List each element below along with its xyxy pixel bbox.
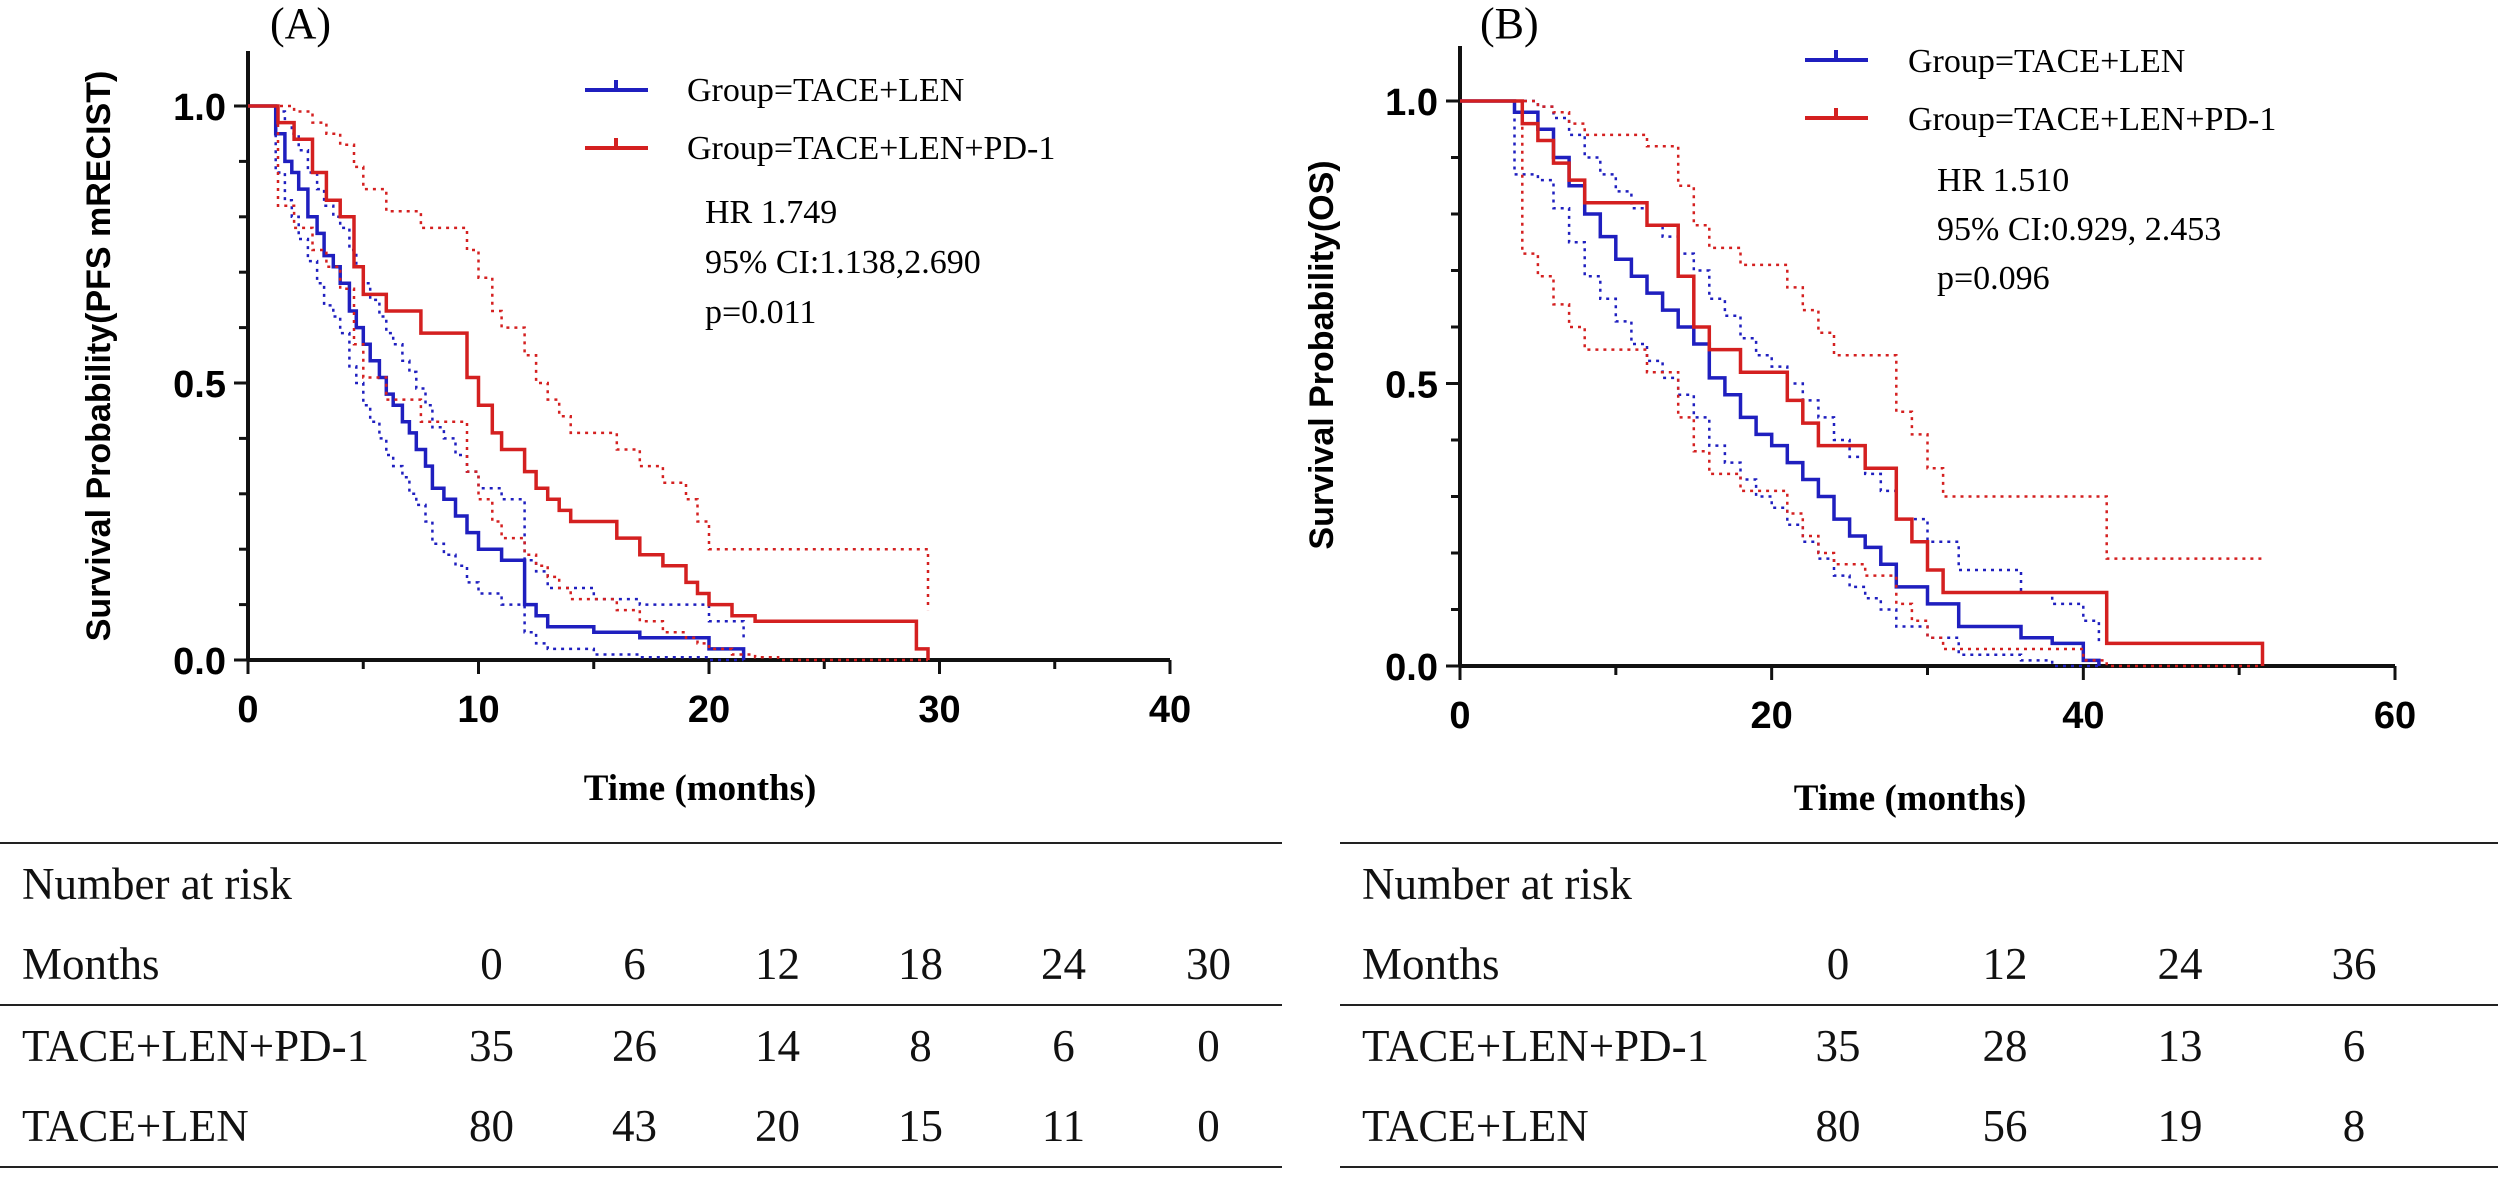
panel-b-survival-curve-tace-len bbox=[1460, 99, 2101, 666]
panel-b-y-tick-label: 0.0 bbox=[1385, 647, 1438, 689]
risk-table-a-cell: 8 bbox=[909, 1021, 932, 1071]
panel-a-y-tick-label: 0.0 bbox=[173, 641, 226, 683]
risk-table-b-cell: 13 bbox=[2157, 1021, 2203, 1071]
risk-table-b-month: 24 bbox=[2094, 924, 2266, 1006]
risk-table-a-cell: 20 bbox=[706, 1086, 849, 1168]
panel-a: (A) Survival Probability(PFS mRECIST) Ti… bbox=[80, 0, 1191, 809]
panel-a-hr-text: HR 1.749 bbox=[705, 194, 837, 231]
risk-table-a-row-tace-len: TACE+LEN 80 43 20 15 11 0 bbox=[0, 1086, 1282, 1168]
panel-b-x-tick-label: 20 bbox=[1751, 695, 1793, 737]
panel-b-ci-upper-tace-len-pd1 bbox=[1460, 99, 2263, 560]
risk-table-b-row-label: TACE+LEN+PD-1 bbox=[1362, 1021, 1710, 1071]
panel-b-ci-upper-tace-len bbox=[1460, 99, 2101, 644]
panel-b-y-axis-label: Survival Probability(OS) bbox=[1303, 160, 1341, 549]
risk-table-a-cell: 80 bbox=[420, 1086, 563, 1168]
risk-table-b-row-tace-len-pd1: TACE+LEN+PD-1 35 28 13 6 1 bbox=[1340, 1005, 2498, 1086]
risk-table-a-month: 6 bbox=[563, 924, 706, 1006]
risk-table-b-cell: 28 bbox=[1982, 1021, 2028, 1071]
risk-table-a: Number at risk Months 0 6 12 18 24 30 TA… bbox=[0, 842, 1282, 1168]
panel-a-ci-upper-tace-len bbox=[248, 104, 745, 638]
risk-table-a-month: 18 bbox=[849, 924, 992, 1006]
risk-table-a-month: 24 bbox=[992, 924, 1135, 1006]
panel-b-legend-label-tace-len: Group=TACE+LEN bbox=[1908, 43, 2185, 80]
panel-b-x-axis-label: Time (months) bbox=[1794, 778, 2027, 819]
risk-table-a-cell: 43 bbox=[563, 1086, 706, 1168]
panel-a-legend-label-tace-len: Group=TACE+LEN bbox=[687, 72, 964, 109]
panel-a-y-tick-label: 1.0 bbox=[173, 87, 226, 129]
risk-table-a-month: 12 bbox=[706, 924, 849, 1006]
panel-a-survival-curve-tace-len-pd1 bbox=[248, 104, 930, 660]
risk-table-b: Number at risk Months 0 12 24 36 48 TACE… bbox=[1340, 842, 2498, 1168]
panel-a-x-tick-label: 40 bbox=[1149, 689, 1191, 731]
panel-b-x-tick-label: 40 bbox=[2062, 695, 2104, 737]
risk-table-a-cell: 6 bbox=[1052, 1021, 1075, 1071]
panel-b-ci-lower-tace-len-pd1 bbox=[1460, 99, 2263, 668]
panel-a-x-tick-label: 0 bbox=[237, 689, 258, 731]
risk-table-a-title: Number at risk bbox=[0, 842, 1282, 924]
panel-b-legend-label-tace-len-pd1: Group=TACE+LEN+PD-1 bbox=[1908, 101, 2276, 138]
risk-table-a-month: 0 bbox=[420, 924, 563, 1006]
risk-table-b-month: 0 bbox=[1760, 924, 1916, 1006]
risk-table-b-cell: 6 bbox=[2342, 1021, 2366, 1071]
risk-table-a-cell: 35 bbox=[469, 1021, 514, 1071]
panel-b-survival-curve-tace-len-pd1 bbox=[1460, 99, 2265, 666]
risk-table-b-month: 48 bbox=[2442, 924, 2498, 1006]
risk-table-a-cell: 0 bbox=[1135, 1086, 1282, 1168]
panel-b-x-tick-label: 0 bbox=[1449, 695, 1470, 737]
panel-b-label: (B) bbox=[1480, 0, 1539, 48]
panel-a-y-axis-label: Survival Probability(PFS mRECIST) bbox=[80, 71, 118, 642]
risk-table-b-cell: 0 bbox=[2442, 1086, 2498, 1168]
risk-table-a-cell: 11 bbox=[992, 1086, 1135, 1168]
panel-b-x-tick-label: 60 bbox=[2374, 695, 2416, 737]
panel-b-p-value-text: p=0.096 bbox=[1937, 260, 2050, 297]
risk-table-b-cell: 56 bbox=[1916, 1086, 2094, 1168]
risk-table-b-month: 12 bbox=[1916, 924, 2094, 1006]
panel-a-ci-text: 95% CI:1.138,2.690 bbox=[705, 244, 981, 281]
risk-table-a-cell: 14 bbox=[755, 1021, 800, 1071]
panel-b-ci-lower-tace-len bbox=[1460, 99, 2099, 668]
panel-b: (B) Survival Probability(OS) Time (month… bbox=[1303, 0, 2416, 819]
panel-a-x-axis-label: Time (months) bbox=[584, 768, 817, 809]
risk-table-b-cell: 1 bbox=[2442, 1005, 2498, 1086]
risk-table-a-row-tace-len-pd1: TACE+LEN+PD-1 35 26 14 8 6 0 bbox=[0, 1005, 1282, 1086]
panel-b-y-tick-label: 1.0 bbox=[1385, 82, 1438, 124]
risk-table-b-cell: 19 bbox=[2094, 1086, 2266, 1168]
panel-a-ci-lower-tace-len bbox=[248, 104, 744, 662]
panel-a-x-tick-label: 30 bbox=[918, 689, 960, 731]
panel-a-survival-curve-tace-len bbox=[248, 104, 746, 660]
risk-table-b-cell: 80 bbox=[1760, 1086, 1916, 1168]
panel-a-legend-label-tace-len-pd1: Group=TACE+LEN+PD-1 bbox=[687, 130, 1055, 167]
panel-a-y-tick-label: 0.5 bbox=[173, 364, 226, 406]
figure: (A) Survival Probability(PFS mRECIST) Ti… bbox=[80, 0, 2416, 819]
risk-table-a-cell: 0 bbox=[1197, 1021, 1220, 1071]
risk-table-a-row-label: TACE+LEN bbox=[0, 1086, 420, 1168]
risk-table-b-row-label: TACE+LEN bbox=[1340, 1086, 1760, 1168]
panel-a-p-value-text: p=0.011 bbox=[705, 294, 816, 331]
risk-table-b-cell: 8 bbox=[2266, 1086, 2442, 1168]
panel-a-label: (A) bbox=[270, 0, 331, 48]
panel-b-ci-text: 95% CI:0.929, 2.453 bbox=[1937, 211, 2221, 248]
risk-table-a-cell: 26 bbox=[612, 1021, 657, 1071]
risk-table-a-header-label: Months bbox=[0, 924, 420, 1006]
risk-table-a-row-label: TACE+LEN+PD-1 bbox=[22, 1021, 370, 1071]
risk-table-b-month: 36 bbox=[2266, 924, 2442, 1006]
panel-a-x-tick-label: 20 bbox=[688, 689, 730, 731]
risk-table-b-header-label: Months bbox=[1340, 924, 1760, 1006]
risk-table-b-row-tace-len: TACE+LEN 80 56 19 8 0 bbox=[1340, 1086, 2498, 1168]
risk-table-a-cell: 15 bbox=[849, 1086, 992, 1168]
panel-a-ci-lower-tace-len-pd1 bbox=[248, 104, 928, 662]
panel-a-ci-upper-tace-len-pd1 bbox=[248, 104, 930, 611]
panel-b-y-tick-label: 0.5 bbox=[1385, 365, 1438, 407]
risk-table-b-cell: 35 bbox=[1815, 1021, 1861, 1071]
panel-b-hr-text: HR 1.510 bbox=[1937, 162, 2069, 199]
risk-table-a-month: 30 bbox=[1135, 924, 1282, 1006]
risk-table-b-title: Number at risk bbox=[1340, 842, 2498, 924]
panel-a-x-tick-label: 10 bbox=[457, 689, 499, 731]
